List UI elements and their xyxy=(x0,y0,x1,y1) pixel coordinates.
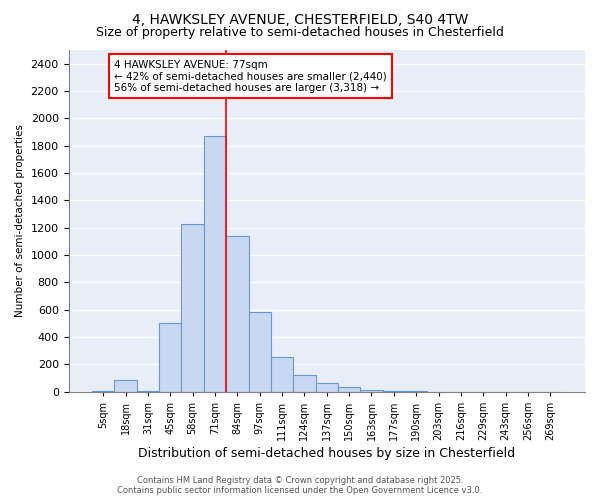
Bar xyxy=(181,224,204,392)
Text: Size of property relative to semi-detached houses in Chesterfield: Size of property relative to semi-detach… xyxy=(96,26,504,39)
Bar xyxy=(159,324,181,392)
Bar xyxy=(137,391,159,392)
Y-axis label: Number of semi-detached properties: Number of semi-detached properties xyxy=(15,124,25,318)
Bar xyxy=(405,391,427,392)
Bar xyxy=(293,376,316,392)
Bar xyxy=(361,390,383,392)
Bar xyxy=(226,236,248,392)
Bar xyxy=(271,358,293,392)
Text: 4 HAWKSLEY AVENUE: 77sqm
← 42% of semi-detached houses are smaller (2,440)
56% o: 4 HAWKSLEY AVENUE: 77sqm ← 42% of semi-d… xyxy=(115,60,387,93)
Bar xyxy=(204,136,226,392)
Bar xyxy=(248,312,271,392)
Bar xyxy=(92,391,115,392)
Text: Contains HM Land Registry data © Crown copyright and database right 2025.
Contai: Contains HM Land Registry data © Crown c… xyxy=(118,476,482,495)
Bar xyxy=(316,383,338,392)
Bar xyxy=(383,391,405,392)
X-axis label: Distribution of semi-detached houses by size in Chesterfield: Distribution of semi-detached houses by … xyxy=(138,447,515,460)
Text: 4, HAWKSLEY AVENUE, CHESTERFIELD, S40 4TW: 4, HAWKSLEY AVENUE, CHESTERFIELD, S40 4T… xyxy=(132,12,468,26)
Bar xyxy=(338,387,361,392)
Bar xyxy=(115,380,137,392)
